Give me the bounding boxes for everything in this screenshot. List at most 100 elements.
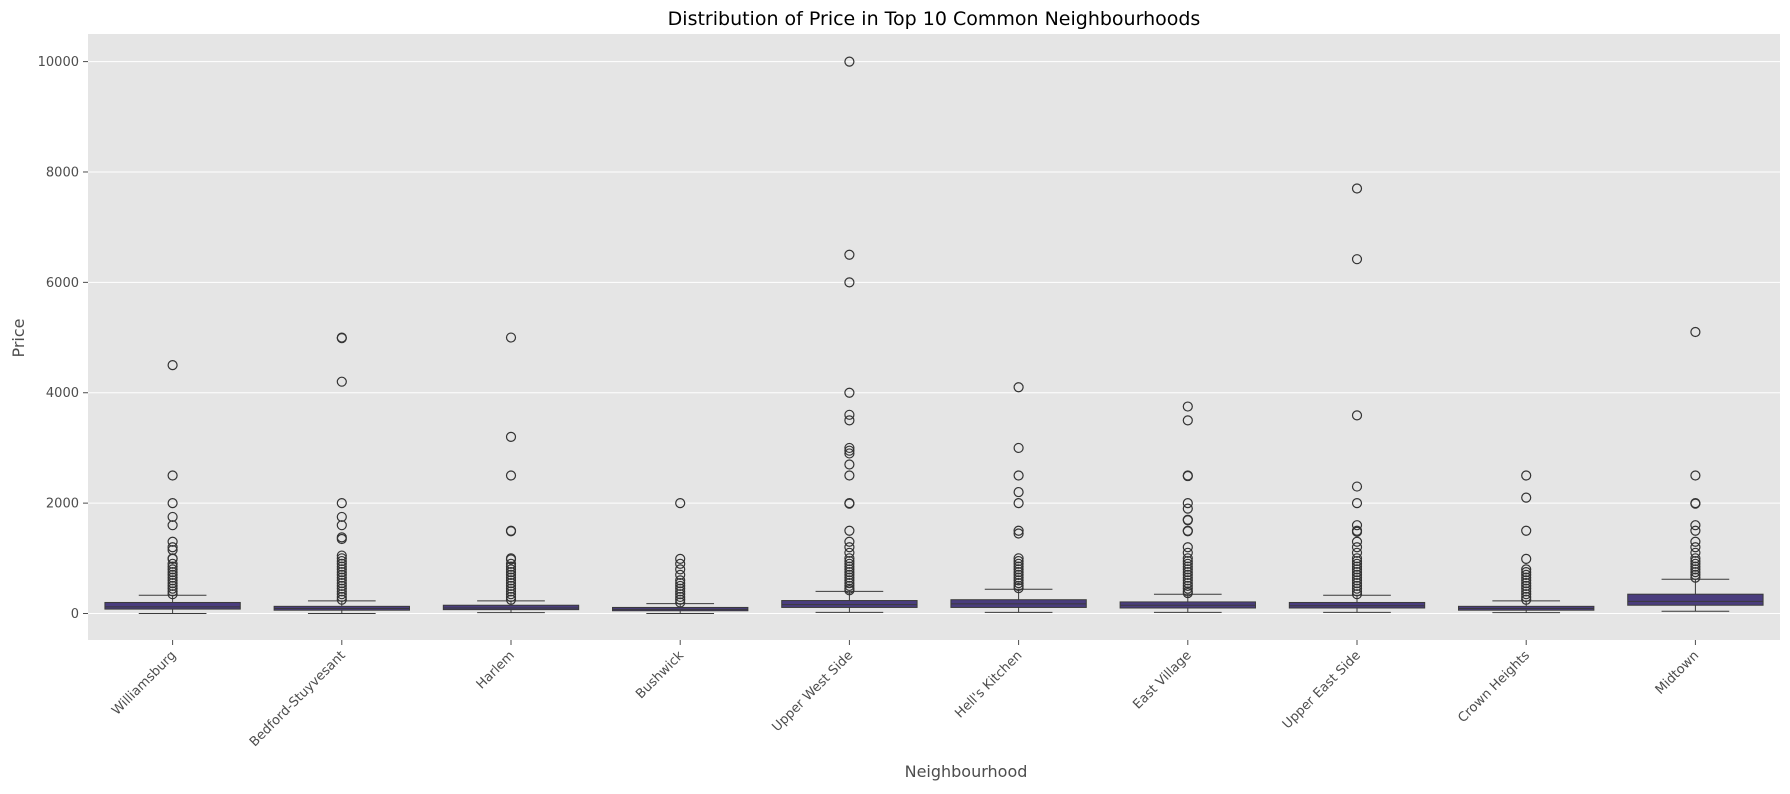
outlier-point [336,591,347,603]
outlier-point [1182,569,1193,580]
outlier-point [675,569,686,580]
outlier-point [1521,572,1532,583]
outlier-point [675,586,686,597]
outlier-point [167,575,178,586]
outlier-point [1351,586,1363,597]
outlier-point [1013,567,1024,578]
outlier-point [1690,561,1701,572]
outlier-point [1351,555,1363,567]
outlier-point [844,580,855,592]
outlier-point [336,586,347,597]
outlier-point [844,561,855,572]
outlier-point [1013,470,1024,481]
outlier-point [1690,542,1701,553]
outlier-point [1351,567,1363,578]
outlier-point [505,569,517,580]
outlier-point [1182,526,1193,537]
outlier-point [167,536,178,547]
outlier-point [1351,254,1363,265]
box-bushwick [612,498,749,615]
x-tick-label: Crown Heights [1455,648,1533,726]
outlier-point [167,470,178,481]
outlier-point [1013,564,1024,575]
outlier-point [1690,525,1701,536]
outlier-point [675,553,686,564]
outlier-point [675,589,686,600]
outlier-point [336,333,347,344]
outlier-point [1182,470,1193,482]
outlier-point [1013,583,1024,594]
outlier-point [1013,442,1024,454]
outlier-point [167,553,178,564]
outlier-point [844,277,855,288]
box-bedford-stuyvesant [273,332,410,615]
x-tick-label: East Village [1130,648,1194,712]
outlier-point [1182,401,1193,412]
x-tick-label: Midtown [1653,648,1703,698]
box-east-village [1119,401,1256,613]
y-tick-label: 8000 [46,165,79,180]
outlier-point [1521,580,1532,592]
outlier-point [1521,583,1532,594]
outlier-point [675,564,686,575]
outlier-point [1182,580,1193,592]
outlier-point [1351,547,1363,558]
outlier-point [1690,536,1701,547]
outlier-point [167,542,178,553]
outlier-point [167,578,178,589]
y-axis-label: Price [9,318,28,357]
outlier-point [1690,470,1701,481]
outlier-point [505,578,517,589]
outlier-point [1521,591,1532,603]
outlier-point [336,520,347,531]
outlier-point [1351,481,1363,492]
outlier-point [1013,558,1024,569]
outlier-point [1521,586,1532,597]
box-midtown [1627,326,1764,612]
outlier-point [844,409,855,420]
outlier-point [1521,492,1532,503]
outlier-point [1182,558,1193,569]
outlier-point [1013,578,1024,589]
outlier-point [1690,326,1701,338]
outlier-point [505,567,517,578]
outlier-point [336,580,347,592]
outlier-point [167,498,178,509]
outlier-point [505,558,517,569]
outlier-point [1013,561,1024,572]
outlier-point [844,542,855,553]
outlier-point [505,586,517,597]
outlier-point [1013,575,1024,586]
x-tick-label: Bedford-Stuyvesant [247,648,349,750]
outlier-point [505,572,517,583]
outlier-point [336,558,347,569]
box-iqr [1288,601,1426,609]
outlier-point [1351,498,1363,509]
outlier-point [844,585,855,596]
box-iqr [442,604,580,611]
outlier-point [1013,382,1024,393]
outlier-point [1351,583,1363,594]
outlier-point [844,56,855,67]
outlier-point [336,594,347,605]
outlier-point [167,558,178,569]
outlier-point [505,594,517,605]
x-tick-label: Upper East Side [1280,648,1364,732]
outlier-point [1521,575,1532,586]
outlier-point [1521,525,1532,536]
outlier-point [1182,498,1193,509]
box-crown-heights [1458,470,1595,614]
outlier-point [336,569,347,580]
outlier-point [844,558,855,569]
outlier-point [1690,547,1701,558]
outlier-point [505,575,517,586]
outlier-point [167,564,178,575]
outlier-point [1351,589,1363,600]
outlier-point [844,555,855,567]
outlier-point [1690,569,1701,580]
outlier-point [1013,569,1024,580]
outlier-point [167,580,178,592]
outlier-point [167,586,178,597]
outlier-point [167,583,178,594]
outlier-point [1690,520,1701,531]
